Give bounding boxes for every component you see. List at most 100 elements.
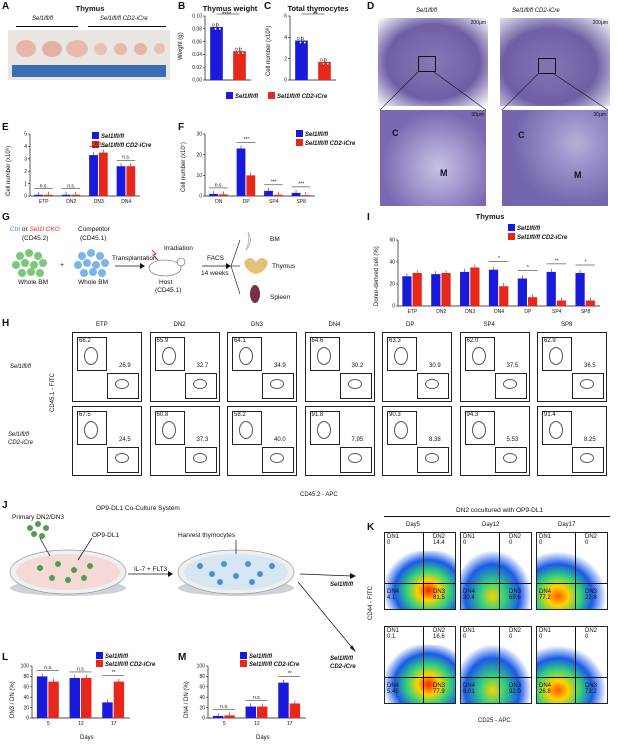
gate-cd452 (184, 373, 217, 399)
bar (102, 702, 113, 718)
panel-g-wholebm1: Whole BM (18, 279, 48, 286)
bar (126, 166, 136, 196)
data-point (237, 51, 240, 55)
sig-label: ** (112, 670, 116, 676)
panel-c-sig: ** (313, 12, 318, 18)
data-point (234, 47, 238, 51)
x-tick-label: SP4 (552, 309, 562, 315)
scale-bar-label: 200μm (470, 20, 486, 26)
bar (69, 677, 81, 718)
x-tick-label: DN (215, 199, 223, 205)
flow-plot: DN1 0.1 DN2 16.6 DN4 5.45 DN3 77.9 (384, 626, 456, 704)
panel-g-transplant: Transplantation (112, 255, 157, 262)
gate-percent: 26.9 (119, 363, 131, 369)
x-tick-label: 5 (223, 721, 226, 727)
bar (98, 152, 108, 196)
quadrant-line (461, 677, 531, 678)
quadrant-label: DN2 0 (585, 534, 598, 546)
panel-i-legend: Sel1lfl/fl (508, 224, 540, 232)
flow-plot: 68.2 26.9 (72, 332, 142, 402)
bar (212, 715, 224, 718)
scale-bar-label: 200μm (592, 20, 608, 26)
gate-percent: 37.3 (196, 437, 209, 443)
x-tick-label: 17 (287, 721, 293, 727)
gate-cd452 (262, 447, 294, 473)
y-tick-label: 0 (202, 716, 205, 722)
gate-percent: 32.7 (196, 363, 209, 369)
bar (441, 273, 451, 306)
panel-g-cd452: (CD45.2) (22, 235, 49, 242)
x-tick-label: DN3 (465, 309, 475, 315)
density-plot (537, 645, 607, 703)
x-tick-label: 5 (47, 721, 50, 727)
sig-label: n.s. (220, 704, 228, 710)
y-tick-label: 60 (389, 238, 395, 244)
panel-i-title: Thymus (475, 212, 505, 221)
quadrant-label: DN1 0 (463, 534, 476, 546)
sig-label: *** (271, 179, 277, 185)
bar (257, 706, 268, 718)
panel-g-host: Host (159, 279, 173, 286)
y-tick-label: 0.08 (192, 27, 202, 33)
quadrant-line (385, 583, 455, 584)
x-tick-label: 17 (111, 721, 117, 727)
flow-col-label: DN4 (328, 322, 341, 328)
gate-cd452 (417, 447, 449, 473)
flow-col-label: ETP (96, 322, 108, 328)
thymus-organ (66, 40, 88, 57)
data-point (326, 62, 330, 66)
y-tick-label: 80 (199, 674, 205, 680)
bar (527, 297, 538, 306)
panel-b-sig: **** (222, 12, 232, 18)
flow-plot: DN1 0 DN2 0 DN4 30.4 DN3 69.6 (460, 532, 532, 610)
sig-label: n.s. (95, 141, 103, 147)
gate-cd451 (154, 411, 185, 445)
bar (210, 26, 223, 81)
flow-plot: 94.3 5.53 (459, 406, 530, 476)
contour (394, 347, 408, 365)
thymus-organ (42, 41, 62, 57)
bar (289, 703, 301, 718)
quadrant-label: DN1 0.1 (387, 628, 400, 640)
gate-cd451 (464, 337, 495, 371)
flow-col-label: SP4 (483, 322, 495, 328)
thymus-organ (154, 43, 165, 54)
panel-g-competitor: Competitor (78, 226, 110, 233)
panel-h-row2b: CD2-iCre (8, 440, 34, 446)
contour (425, 453, 439, 463)
y-tick-label: 3 (24, 157, 27, 163)
x-tick-label: ETP (39, 199, 49, 205)
quadrant-label: DN3 81.5 (433, 589, 446, 601)
gate-percent: 37.5 (506, 363, 519, 369)
panel-label-e: E (2, 122, 9, 133)
cortex-label: C (518, 130, 525, 140)
panel-label-j: J (2, 500, 8, 511)
y-tick-label: 60 (23, 685, 29, 691)
y-tick-label: 40 (199, 695, 205, 701)
gate-percent: 94.3 (466, 412, 479, 418)
panel-a-group2-line (88, 26, 166, 27)
bar (488, 269, 499, 306)
contour (471, 421, 486, 439)
sig-label: ** (555, 258, 559, 264)
quadrant-label: DN2 16.6 (433, 628, 446, 640)
quadrant-label: DN3 22.8 (585, 589, 598, 601)
y-tick-label: 5 (24, 132, 27, 138)
thymus-photo (8, 30, 170, 80)
y-tick-label: 0.06 (192, 39, 202, 45)
day-label: Day5 (406, 522, 421, 528)
gate-cd451 (387, 337, 417, 371)
bar (245, 706, 257, 718)
panel-f-legend2: Sel1lfl/fl CD2-iCre (296, 139, 355, 147)
data-point (319, 58, 323, 62)
gate-cd452 (184, 447, 217, 473)
y-tick-label: 0.10 (192, 14, 202, 20)
bar (264, 190, 273, 196)
bar (278, 682, 289, 718)
contour (549, 421, 563, 439)
y-tick-label: 60 (199, 685, 205, 691)
contour (502, 379, 517, 389)
bar (113, 681, 125, 718)
